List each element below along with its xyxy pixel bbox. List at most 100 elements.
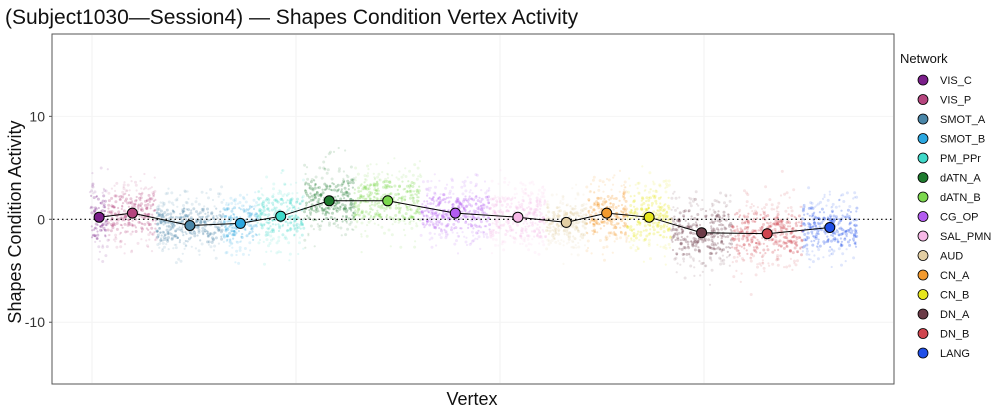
data-point [137,220,141,224]
data-point [416,201,419,204]
data-point [828,214,832,218]
data-point [154,237,158,241]
data-point [550,193,554,197]
data-point [547,232,551,236]
data-point [656,243,659,246]
data-point [159,221,163,224]
data-point [650,201,654,205]
data-point [237,230,240,233]
data-point [762,266,766,270]
data-point [421,180,425,184]
data-point [500,242,504,246]
data-point [538,242,541,245]
data-point [421,210,425,214]
data-point [629,195,632,198]
data-point [305,204,308,207]
data-point [338,207,342,211]
data-point [667,179,671,183]
legend-key-icon [917,269,929,281]
data-point [385,184,389,188]
data-point [541,228,544,232]
data-point [524,225,527,228]
data-point [285,229,289,233]
data-point [597,188,601,192]
data-point [281,199,285,202]
data-point [263,262,266,266]
data-point [533,210,536,213]
data-point [172,247,175,250]
data-point [325,210,329,214]
data-point [333,188,336,192]
data-point [611,251,614,254]
data-point [456,199,459,203]
data-point [193,234,197,238]
legend-item-DN_A: DN_A [917,308,970,321]
data-point [664,263,667,266]
data-point [548,226,552,230]
data-point [97,245,101,249]
data-point [354,179,357,182]
data-point [662,208,666,212]
data-point [376,187,380,190]
data-point [308,209,311,212]
data-point [124,199,127,203]
data-point [337,146,340,150]
data-point [180,227,183,231]
data-point [462,199,466,203]
data-point [770,203,774,207]
data-point [662,235,666,239]
data-point [541,215,545,219]
data-point [355,213,358,217]
data-point [589,183,593,186]
data-point [672,219,675,223]
data-point [428,223,432,227]
data-point [342,207,345,211]
data-point [386,173,390,176]
data-point [327,206,330,209]
data-point [359,197,362,200]
data-point [325,187,328,190]
y-tick-label: 0 [37,211,45,227]
data-point [140,207,144,211]
data-point [483,231,486,234]
data-point [450,177,454,181]
mean-point-SMOT_B [234,217,246,229]
data-point [585,222,589,225]
data-point [302,178,305,182]
data-point [568,231,571,235]
data-point [636,220,640,224]
data-point [593,191,596,194]
data-point [538,230,541,234]
data-point [486,189,489,193]
data-point [459,202,462,206]
data-point [443,208,446,212]
data-point [442,211,445,214]
data-point [311,198,315,202]
data-point [542,191,545,194]
data-point [226,238,229,241]
data-point [397,206,401,210]
data-point [156,243,160,247]
data-point [732,239,735,242]
data-point [495,220,499,224]
legend-item-SAL_PMN: SAL_PMN [917,230,991,243]
data-point [184,217,187,220]
data-point [306,214,309,217]
data-point [169,228,172,231]
data-point [382,206,386,210]
data-point [114,194,118,198]
data-point [386,172,389,175]
data-point [498,226,501,229]
data-point [480,204,483,207]
data-point [410,193,414,197]
data-point [342,179,346,183]
data-point [106,221,110,225]
data-point [88,191,92,194]
data-point [330,205,333,208]
data-point [90,184,94,188]
data-point [129,175,132,178]
data-point [376,202,379,205]
data-point [716,242,719,245]
data-point [265,250,268,253]
data-point [735,243,739,247]
